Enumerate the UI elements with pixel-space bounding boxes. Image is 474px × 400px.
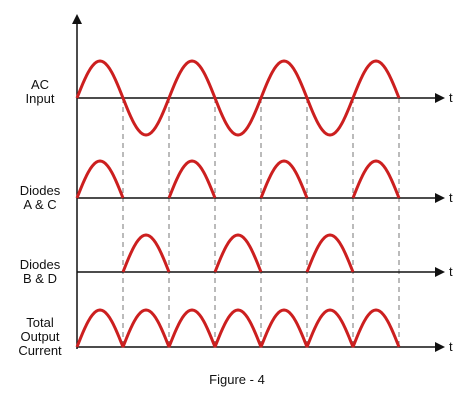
- axis-label: t: [449, 190, 453, 205]
- waveform: [75, 59, 401, 137]
- trace-label: A & C: [23, 197, 56, 212]
- axis-label: t: [449, 339, 453, 354]
- trace-label: B & D: [23, 271, 57, 286]
- trace-label: Diodes: [20, 257, 61, 272]
- waveform: [121, 233, 355, 273]
- caption: Figure - 4: [209, 372, 265, 387]
- trace-label: Diodes: [20, 183, 61, 198]
- axis-label: t: [449, 264, 453, 279]
- waveform: [75, 308, 401, 348]
- trace-label: Current: [18, 343, 62, 358]
- trace-label: Total: [26, 315, 54, 330]
- trace-label: Input: [26, 91, 55, 106]
- trace-label: AC: [31, 77, 49, 92]
- trace-label: Output: [20, 329, 59, 344]
- waveform: [75, 159, 401, 199]
- axis-label: t: [449, 90, 453, 105]
